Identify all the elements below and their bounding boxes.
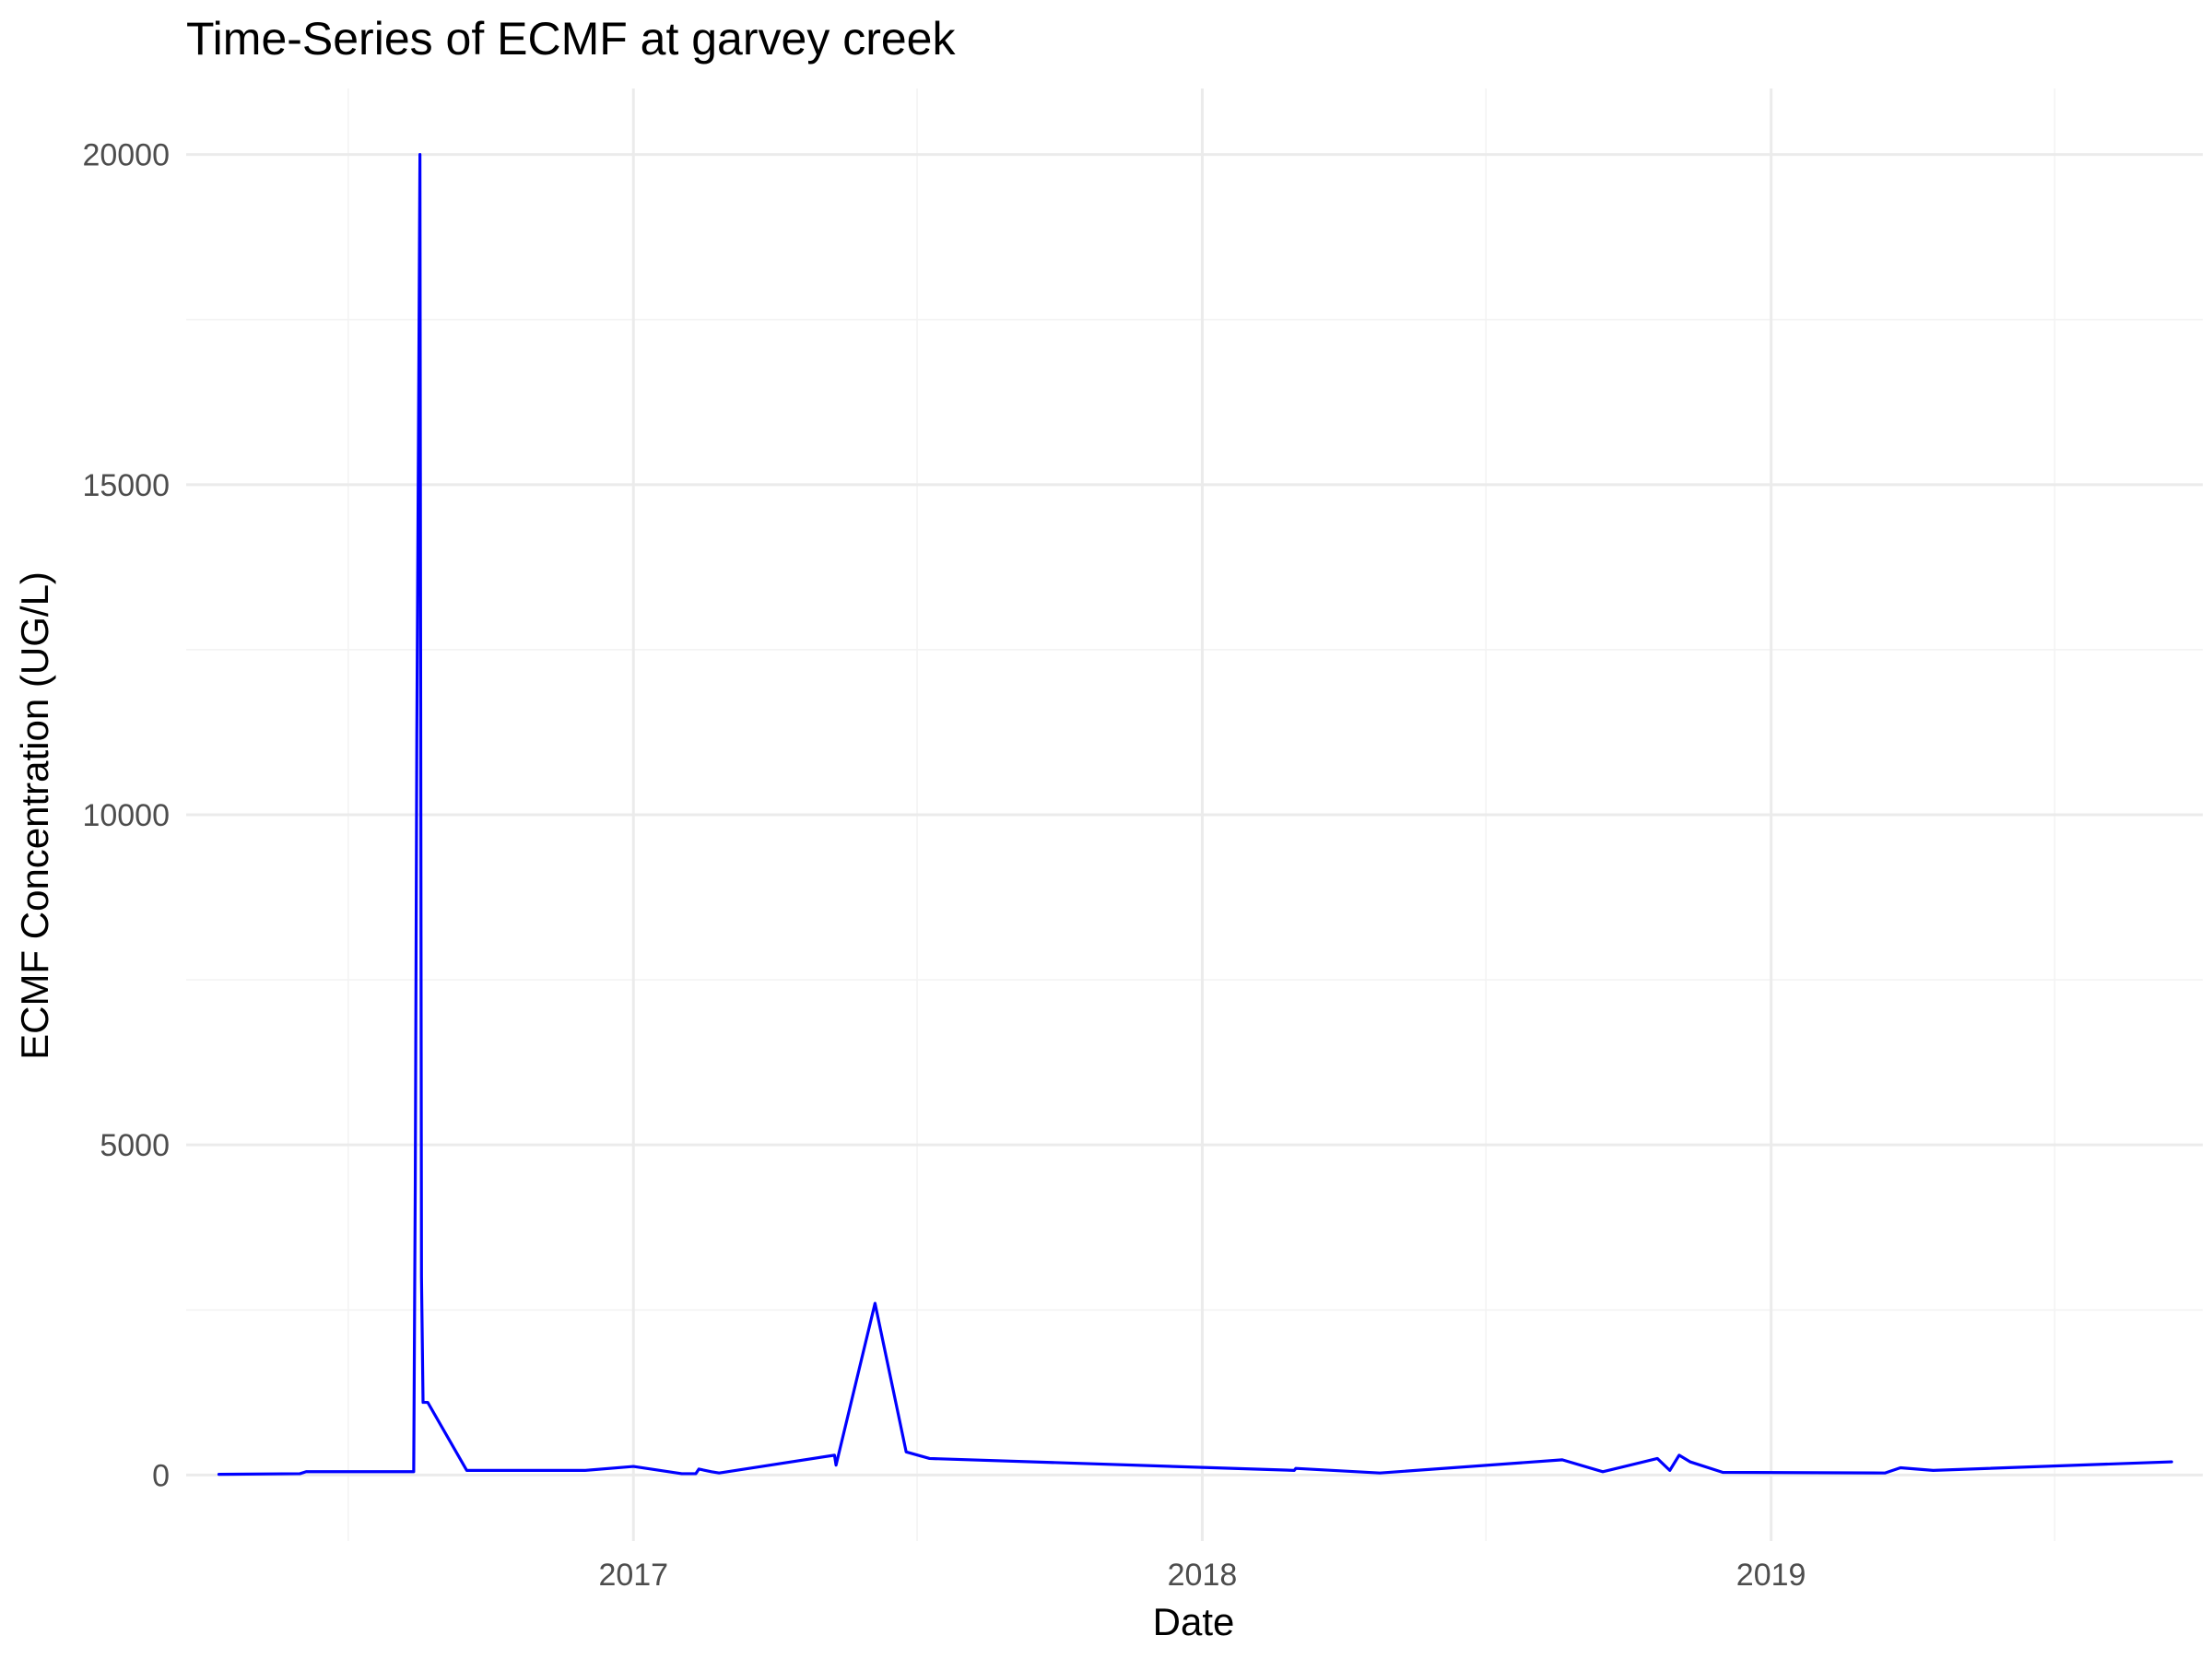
y-tick-label: 10000 — [82, 798, 170, 833]
y-tick-label: 0 — [152, 1458, 170, 1493]
y-tick-label: 5000 — [100, 1128, 170, 1163]
x-tick-label: 2019 — [1736, 1558, 1806, 1593]
series-layer — [217, 153, 2173, 1477]
y-axis-title: ECMF Concentration (UG/L) — [13, 571, 56, 1060]
y-tick-label: 15000 — [82, 468, 170, 503]
major-gridlines — [186, 88, 2203, 1541]
x-axis-tick-labels: 2017 2018 2019 — [598, 1558, 1806, 1593]
x-tick-label: 2017 — [598, 1558, 668, 1593]
series-line — [217, 153, 2173, 1477]
chart-title: Time-Series of ECMF at garvey creek — [186, 13, 956, 65]
x-tick-label: 2018 — [1168, 1558, 1238, 1593]
x-axis-title: Date — [1153, 1600, 1235, 1643]
y-tick-label: 20000 — [82, 138, 170, 173]
y-axis-tick-labels: 0 5000 10000 15000 20000 — [82, 138, 170, 1494]
